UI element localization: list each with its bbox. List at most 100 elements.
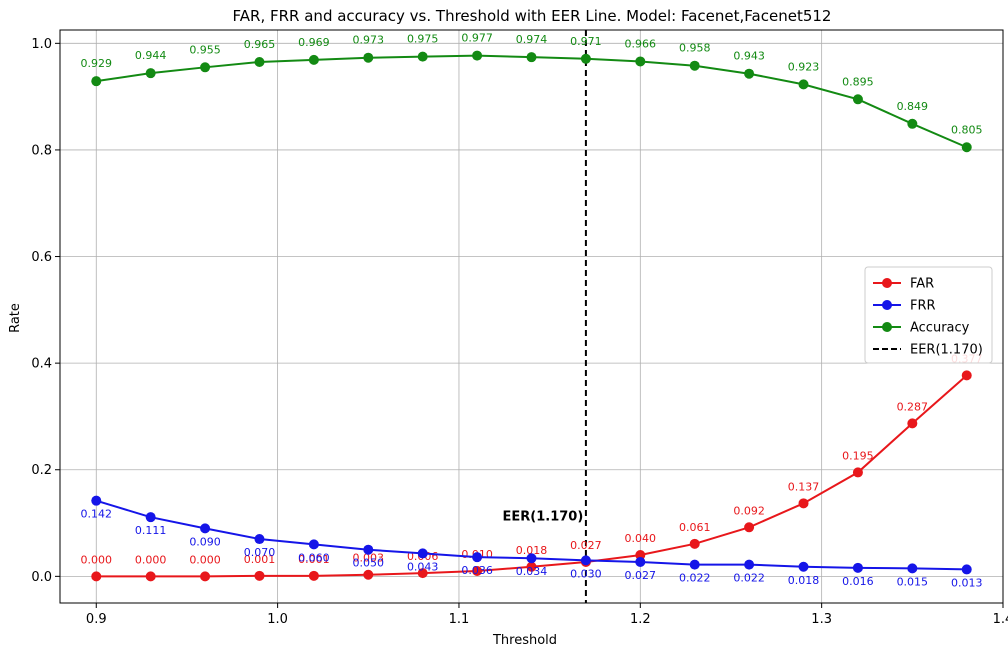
legend: FAR FRR Accuracy EER(1.170) (865, 267, 992, 363)
accuracy-data-label: 0.966 (625, 37, 657, 50)
accuracy-data-label: 0.958 (679, 42, 711, 55)
series-accuracy: 0.9290.944 0.955 0.965 0.969 0.973 0.975 0.977… (81, 32, 983, 153)
far-data-label: 0.061 (679, 521, 711, 534)
far-point (254, 571, 264, 581)
far-point (309, 571, 319, 581)
frr-point (527, 553, 537, 563)
far-data-label: 0.040 (625, 532, 657, 545)
accuracy-data-label: 0.943 (733, 50, 765, 63)
frr-point (690, 560, 700, 570)
far-data-label: 0.137 (788, 480, 820, 493)
accuracy-data-label: 0.955 (189, 43, 221, 56)
accuracy-point (962, 142, 972, 152)
frr-point (472, 552, 482, 562)
accuracy-point (744, 69, 754, 79)
frr-point (962, 564, 972, 574)
accuracy-point (581, 54, 591, 64)
frr-point (853, 563, 863, 573)
far-point (799, 498, 809, 508)
frr-point (581, 555, 591, 565)
y-tick-label: 1.0 (31, 37, 52, 52)
frr-data-label: 0.015 (897, 575, 929, 588)
frr-point (799, 562, 809, 572)
frr-data-label: 0.090 (189, 535, 221, 548)
frr-data-label: 0.030 (570, 567, 602, 580)
eer-group: EER(1.170) (503, 30, 586, 603)
y-tick-label: 0.6 (31, 250, 52, 265)
x-tick-label: 1.1 (449, 612, 470, 627)
frr-data-label: 0.060 (298, 551, 330, 564)
far-point (363, 570, 373, 580)
x-tick-label: 1.0 (267, 612, 288, 627)
eer-annotation: EER(1.170) (503, 509, 584, 524)
accuracy-point (907, 119, 917, 129)
accuracy-point (363, 53, 373, 63)
accuracy-point (418, 52, 428, 62)
frr-point (254, 534, 264, 544)
frr-data-label: 0.034 (516, 565, 548, 578)
accuracy-point (690, 61, 700, 71)
frr-point (418, 548, 428, 558)
far-data-label: 0.092 (733, 504, 765, 517)
accuracy-data-label: 0.971 (570, 35, 602, 48)
far-point (962, 370, 972, 380)
y-tick-label: 0.8 (31, 143, 52, 158)
accuracy-data-label: 0.929 (81, 57, 113, 70)
legend-label-far: FAR (910, 277, 934, 292)
accuracy-point (472, 51, 482, 61)
far-data-label: 0.287 (897, 400, 929, 413)
chart-title: FAR, FRR and accuracy vs. Threshold with… (233, 7, 832, 25)
frr-point (363, 545, 373, 555)
accuracy-point (200, 62, 210, 72)
far-point (744, 522, 754, 532)
x-axis-label: Threshold (492, 633, 557, 648)
y-tick-label: 0.4 (31, 357, 52, 372)
legend-label-accuracy: Accuracy (910, 321, 970, 336)
far-point (146, 571, 156, 581)
frr-point (744, 560, 754, 570)
accuracy-point (254, 57, 264, 67)
frr-data-label: 0.027 (625, 569, 657, 582)
accuracy-data-label: 0.974 (516, 33, 548, 46)
accuracy-data-label: 0.977 (461, 32, 493, 45)
frr-data-label: 0.050 (353, 557, 385, 570)
far-point (200, 571, 210, 581)
frr-point (91, 496, 101, 506)
accuracy-data-label: 0.975 (407, 33, 439, 46)
y-tick-label: 0.2 (31, 463, 52, 478)
far-point (907, 418, 917, 428)
frr-point (309, 539, 319, 549)
far-data-label: 0.000 (135, 553, 167, 566)
far-data-label: 0.000 (81, 553, 113, 566)
x-tick-label: 1.4 (993, 612, 1008, 627)
accuracy-data-label: 0.849 (897, 100, 929, 113)
y-tick-label: 0.0 (31, 570, 52, 585)
frr-data-label: 0.022 (679, 572, 711, 585)
accuracy-point (853, 94, 863, 104)
accuracy-point (91, 76, 101, 86)
frr-point (146, 512, 156, 522)
accuracy-data-label: 0.973 (353, 34, 385, 47)
legend-marker-accuracy (882, 322, 892, 332)
frr-data-label: 0.043 (407, 560, 439, 573)
frr-data-label: 0.013 (951, 576, 983, 589)
y-axis-label: Rate (8, 303, 23, 333)
x-tick-label: 1.2 (630, 612, 651, 627)
x-tick-label: 0.9 (86, 612, 107, 627)
far-data-label: 0.000 (189, 553, 221, 566)
accuracy-data-label: 0.805 (951, 123, 983, 136)
frr-data-label: 0.142 (81, 508, 113, 521)
far-point (853, 467, 863, 477)
frr-data-label: 0.016 (842, 575, 874, 588)
far-point (690, 539, 700, 549)
series-layer: 0.0000.0000.0000.0010.0010.0030.0060.010… (81, 32, 983, 590)
series-line-accuracy (96, 56, 966, 148)
far-data-label: 0.195 (842, 449, 874, 462)
legend-label-frr: FRR (910, 299, 936, 314)
x-tick-label: 1.3 (811, 612, 832, 627)
accuracy-data-label: 0.965 (244, 38, 276, 51)
frr-data-label: 0.036 (461, 564, 493, 577)
legend-label-eer: EER(1.170) (910, 343, 983, 358)
x-axis-ticks: 0.9 1.0 1.1 1.2 1.3 1.4 (86, 603, 1008, 627)
